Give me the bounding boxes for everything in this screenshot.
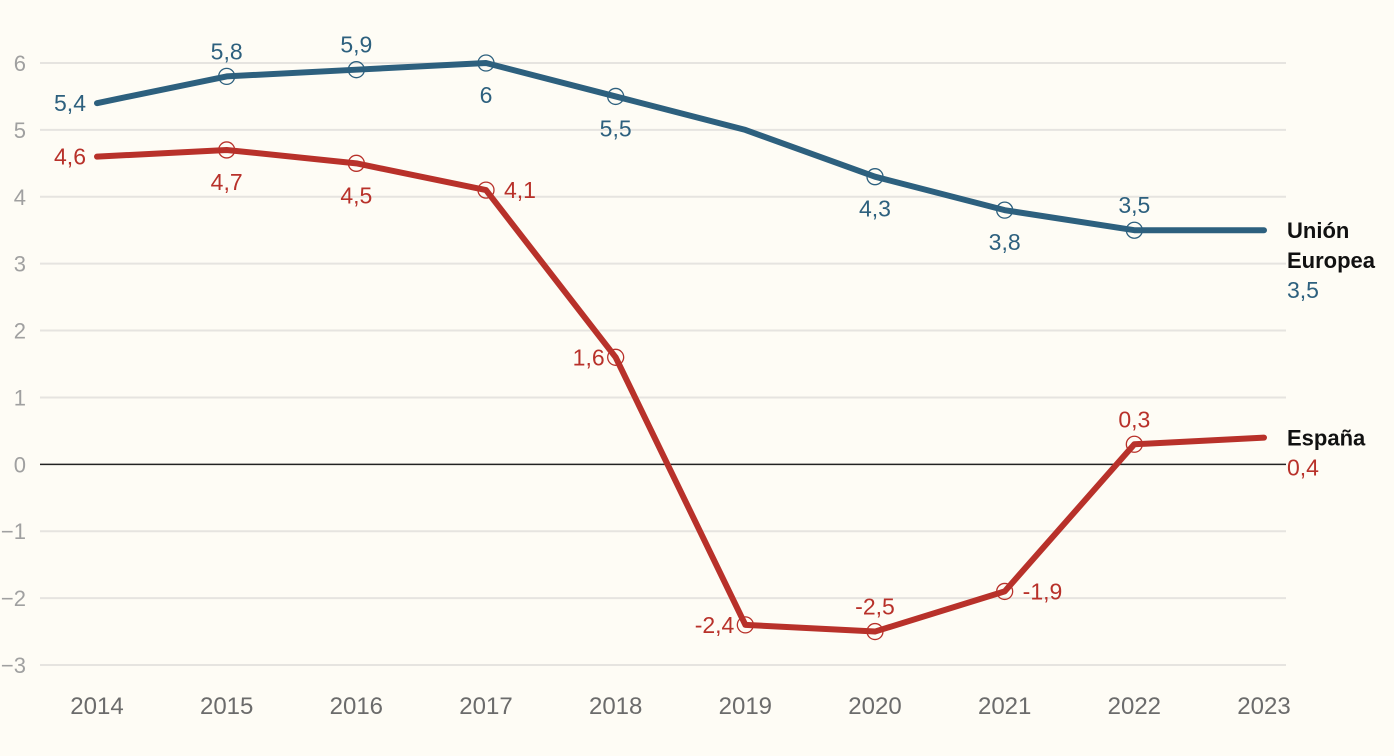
- data-point-marker: [477, 181, 495, 199]
- data-label: 4,1: [504, 177, 536, 203]
- series-line: [94, 146, 1267, 635]
- data-point-marker: [866, 622, 884, 641]
- y-tick-label: −1: [1, 519, 26, 544]
- y-tick-label: 6: [14, 51, 26, 76]
- data-point-marker: [218, 67, 236, 86]
- x-tick-label: 2016: [330, 693, 383, 720]
- x-tick-label: 2014: [70, 693, 123, 720]
- data-label: 5,8: [211, 38, 243, 64]
- series-union-europea: 5,4 5,8 5,9 6 5,5 4,3 3,8 3,5: [54, 32, 1267, 255]
- series-line: [94, 60, 1267, 234]
- x-tick-label: 2017: [459, 693, 512, 720]
- data-label: 3,5: [1118, 192, 1150, 218]
- data-point-marker: [607, 348, 625, 366]
- series-name: España: [1287, 426, 1366, 451]
- y-tick-label: −2: [1, 586, 26, 611]
- grid-lines: [40, 62, 1286, 666]
- series-name: Unión: [1287, 218, 1349, 243]
- data-label: 0,3: [1118, 406, 1150, 432]
- y-tick-label: 3: [14, 252, 26, 277]
- data-point-marker: [347, 61, 365, 79]
- x-tick-label: 2021: [978, 693, 1031, 720]
- data-label: 5,9: [340, 32, 372, 58]
- data-label: -1,9: [1023, 578, 1063, 604]
- y-tick-label: 0: [14, 452, 26, 477]
- y-tick-label: −3: [1, 653, 26, 678]
- data-point-marker: [1125, 221, 1143, 239]
- legend-entry: España 0,4: [1287, 426, 1366, 481]
- data-label: 4,6: [54, 144, 86, 170]
- data-label: 4,7: [211, 169, 243, 195]
- x-tick-label: 2023: [1237, 693, 1290, 720]
- data-label: 4,5: [340, 182, 372, 208]
- series-end-value: 0,4: [1287, 455, 1319, 481]
- series-name: Europea: [1287, 248, 1376, 273]
- inline-legend: Unión Europea 3,5 España 0,4: [1287, 218, 1376, 480]
- y-tick-label: 1: [14, 385, 26, 410]
- series-espana: 4,6 4,7 4,5 4,1 1,6 -2,4 -2,5 -1,9 0,3: [54, 141, 1267, 641]
- y-tick-label: 4: [14, 185, 26, 210]
- data-label: 6: [480, 82, 493, 108]
- data-point-marker: [477, 54, 495, 72]
- legend-entry: Unión Europea 3,5: [1287, 218, 1376, 303]
- x-tick-label: 2015: [200, 693, 253, 720]
- data-label: -2,5: [855, 594, 895, 620]
- data-point-marker: [866, 168, 884, 186]
- x-tick-label: 2019: [719, 693, 772, 720]
- data-point-marker: [996, 582, 1014, 601]
- data-point-marker: [996, 201, 1014, 219]
- x-tick-label: 2022: [1108, 693, 1161, 720]
- x-axis: 2014 2015 2016 2017 2018 2019 2020 2021 2022 2023: [70, 693, 1290, 720]
- data-label: 5,4: [54, 90, 86, 116]
- data-label: -2,4: [695, 612, 735, 638]
- y-axis: 6 5 4 3 2 1 0 −1 −2 −3: [1, 51, 26, 678]
- data-point-marker: [607, 87, 625, 106]
- data-point-marker: [218, 141, 236, 159]
- series-end-value: 3,5: [1287, 277, 1319, 303]
- y-tick-label: 2: [14, 319, 26, 344]
- data-point-marker: [736, 616, 754, 634]
- series-group: 5,4 5,8 5,9 6 5,5 4,3 3,8 3,5 4,6 4,7 4,5 4,1 1,6 -2,…: [54, 32, 1267, 641]
- x-tick-label: 2020: [848, 693, 901, 720]
- data-point-marker: [1125, 435, 1143, 453]
- y-tick-label: 5: [14, 118, 26, 143]
- data-label: 4,3: [859, 196, 891, 222]
- data-label: 1,6: [573, 344, 605, 370]
- data-label: 3,8: [989, 229, 1021, 255]
- data-label: 5,5: [600, 115, 632, 141]
- x-tick-label: 2018: [589, 693, 642, 720]
- data-point-marker: [347, 154, 365, 172]
